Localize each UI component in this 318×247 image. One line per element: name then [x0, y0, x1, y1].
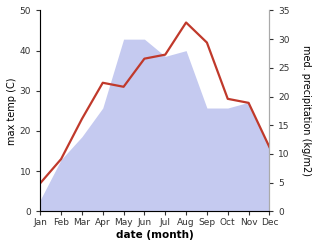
X-axis label: date (month): date (month) [116, 230, 194, 240]
Y-axis label: med. precipitation (kg/m2): med. precipitation (kg/m2) [301, 45, 311, 176]
Y-axis label: max temp (C): max temp (C) [7, 77, 17, 145]
